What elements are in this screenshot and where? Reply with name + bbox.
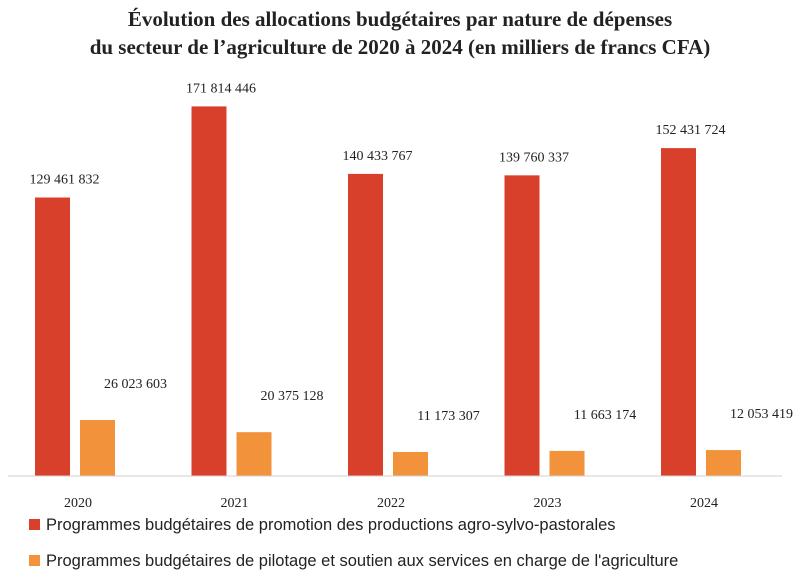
data-label-promotion-2021: 171 814 446 (186, 81, 256, 96)
data-label-pilotage-2020: 26 023 603 (104, 377, 167, 392)
x-tick-label-2020: 2020 (64, 496, 92, 511)
bar-pilotage-2024 (706, 450, 741, 476)
data-label-promotion-2023: 139 760 337 (499, 150, 569, 165)
data-label-pilotage-2024: 12 053 419 (730, 407, 793, 422)
data-label-pilotage-2023: 11 663 174 (574, 408, 636, 423)
data-label-pilotage-2022: 11 173 307 (417, 409, 479, 424)
chart-title-line-2: du secteur de l’agriculture de 2020 à 20… (90, 35, 711, 59)
x-axis-labels: 2020 2021 2022 2023 2024 (64, 496, 718, 511)
bar-promotion-2024 (661, 148, 696, 476)
legend-swatch-pilotage (29, 555, 40, 566)
chart-title-line-1: Évolution des allocations budgétaires pa… (128, 7, 672, 31)
data-label-promotion-2024: 152 431 724 (656, 123, 726, 138)
x-tick-label-2024: 2024 (690, 496, 718, 511)
bar-pilotage-2022 (393, 451, 428, 476)
bar-pilotage-2023 (549, 450, 585, 476)
bars-layer (35, 106, 741, 476)
legend-label-pilotage: Programmes budgétaires de pilotage et so… (46, 552, 678, 570)
legend-label-promotion: Programmes budgétaires de promotion des … (46, 516, 616, 534)
data-label-promotion-2022: 140 433 767 (343, 149, 413, 164)
x-tick-label-2022: 2022 (377, 496, 405, 511)
data-label-promotion-2020: 129 461 832 (30, 173, 100, 188)
bar-promotion-2020 (35, 197, 70, 476)
x-tick-label-2023: 2023 (534, 496, 562, 511)
bar-promotion-2023 (504, 175, 540, 476)
labels-layer: 129 461 832 26 023 603 171 814 446 20 375 1… (30, 81, 794, 424)
legend-swatch-promotion (29, 519, 40, 530)
data-label-pilotage-2021: 20 375 128 (261, 389, 324, 404)
bar-pilotage-2020 (80, 420, 115, 476)
x-tick-label-2021: 2021 (221, 496, 249, 511)
bar-promotion-2021 (191, 106, 227, 476)
bar-promotion-2022 (348, 173, 383, 476)
legend: Programmes budgétaires de promotion des … (29, 516, 678, 570)
bar-pilotage-2021 (236, 432, 272, 476)
